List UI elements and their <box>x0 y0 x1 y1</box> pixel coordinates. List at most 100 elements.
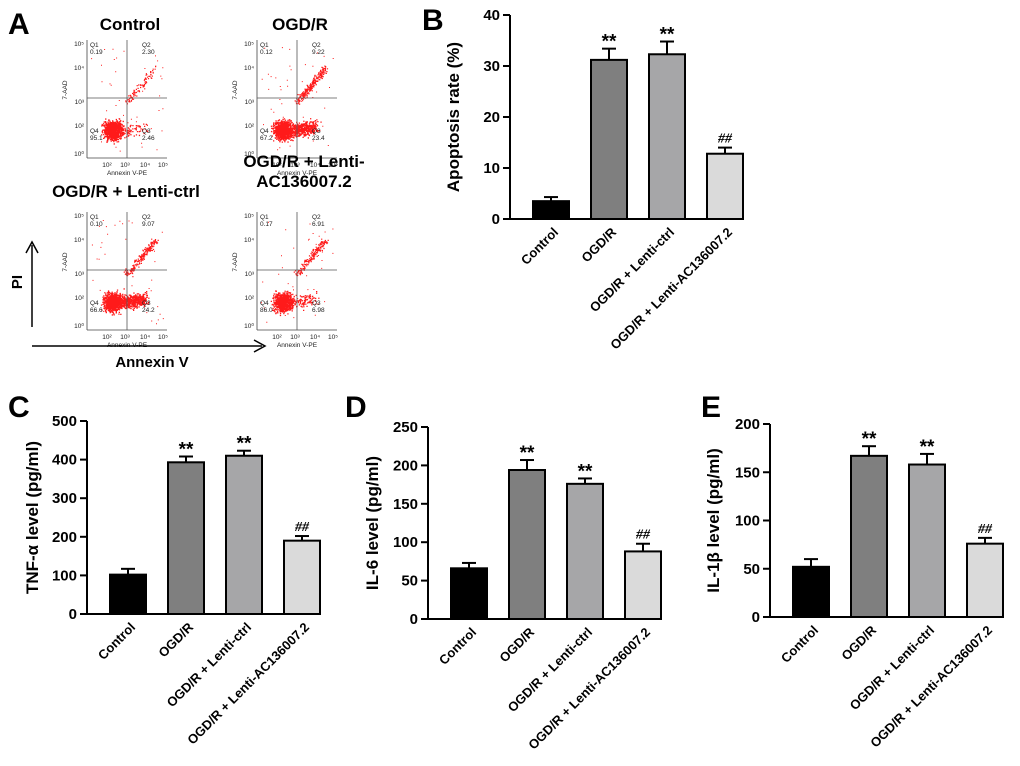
bar <box>966 542 1004 618</box>
flow-plot-title: AC136007.2 <box>256 172 351 191</box>
flow-q1-label: Q1 <box>90 42 99 49</box>
flow-y-tick: 10² <box>245 123 255 130</box>
flow-x-tick: 10² <box>102 162 112 169</box>
bar <box>706 152 744 220</box>
bar <box>624 550 662 621</box>
y-tick-label: 50 <box>401 573 418 590</box>
flow-events <box>261 221 334 323</box>
flow-q3-label: Q3 <box>312 300 321 307</box>
flow-q3-value: 6.98 <box>312 307 325 314</box>
flow-x-tick: 10³ <box>120 162 130 169</box>
flow-x-tick: 10⁴ <box>310 162 320 169</box>
flow-q1-value: 0.17 <box>260 221 273 228</box>
bar <box>450 567 488 621</box>
y-tick-label: 250 <box>393 419 418 436</box>
significance-label: ** <box>578 461 593 482</box>
flow-x-tick: 10³ <box>290 334 300 341</box>
bar <box>109 573 147 615</box>
category-label: Control <box>436 625 479 668</box>
flow-x-tick: 10⁵ <box>328 334 338 341</box>
flow-plot: OGD/R + Lenti-AC136007.2 10⁰ 10² 10³ 10⁴ 10⁵ 1… <box>232 152 365 349</box>
flow-q2-value: 9.22 <box>312 49 325 56</box>
panel-label-c: C <box>8 391 30 424</box>
flow-x-tick: 10² <box>102 334 112 341</box>
panel-label-e: E <box>701 391 721 424</box>
flow-q1-label: Q1 <box>90 214 99 221</box>
flow-q4-label: Q4 <box>260 300 269 307</box>
bar <box>508 469 546 620</box>
category-label: OGD/R + Lenti-AC136007.2 <box>184 620 312 748</box>
flow-y-tick: 10⁴ <box>74 65 84 72</box>
flow-x-channel: Annexin V-PE <box>277 342 318 349</box>
flow-plot-title: Control <box>100 15 160 34</box>
flow-y-tick: 10² <box>245 295 255 302</box>
significance-label: ## <box>717 132 733 147</box>
flow-q4-value: 66.6 <box>90 307 103 314</box>
flow-y-tick: 10³ <box>245 271 255 278</box>
annexin-arrow-head <box>253 339 267 353</box>
panel-label-d: D <box>345 391 367 424</box>
y-axis-label: IL-6 level (pg/ml) <box>363 456 382 590</box>
flow-x-tick: 10⁵ <box>328 162 338 169</box>
bar-chart-c: C 0 100 200 300 400 500 TNF-α level (pg/ml) Cont… <box>8 391 321 748</box>
flow-events <box>261 47 334 151</box>
y-axis-label: Apoptosis rate (%) <box>444 42 463 192</box>
bar <box>566 482 604 620</box>
category-label: Control <box>95 620 138 663</box>
significance-label: ** <box>660 25 675 46</box>
flow-y-tick: 10² <box>75 295 85 302</box>
significance-label: ** <box>862 429 877 450</box>
y-axis-label: IL-1β level (pg/ml) <box>704 448 723 593</box>
flow-y-tick: 10⁵ <box>244 213 254 220</box>
flow-q2-label: Q2 <box>312 42 321 49</box>
category-label: Control <box>778 623 821 666</box>
flow-q4-label: Q4 <box>260 128 269 135</box>
pi-arrow-head <box>25 240 39 254</box>
bar <box>648 53 686 220</box>
bar-chart-d: D 0 50 100 150 200 250 IL-6 level (pg/ml) Contro… <box>345 391 662 753</box>
flow-y-tick: 10⁰ <box>244 322 254 330</box>
flow-y-tick: 10⁰ <box>74 322 84 330</box>
flow-q3-label: Q3 <box>142 128 151 135</box>
flow-q1-label: Q1 <box>260 214 269 221</box>
bar <box>850 454 888 618</box>
significance-label: ** <box>602 32 617 53</box>
pi-axis-label: PI <box>9 275 26 289</box>
flow-y-tick: 10³ <box>245 99 255 106</box>
y-tick-label: 150 <box>393 496 418 513</box>
flow-x-channel: Annexin V-PE <box>277 170 318 177</box>
flow-plot: OGD/R 10⁰ 10² 10³ 10⁴ 10⁵ 10² 10³ 10⁴ 10⁵ Annexin … <box>232 15 338 177</box>
flow-q4-value: 86.0 <box>260 307 273 314</box>
y-tick-label: 0 <box>492 211 500 228</box>
flow-plot-title: OGD/R + Lenti-ctrl <box>52 182 200 201</box>
y-tick-label: 300 <box>52 490 77 507</box>
y-tick-label: 30 <box>483 58 500 75</box>
flow-y-tick: 10⁵ <box>74 41 84 48</box>
flow-y-tick: 10⁵ <box>244 41 254 48</box>
flow-x-channel: Annexin V-PE <box>107 170 148 177</box>
category-label: OGD/R + Lenti-AC136007.2 <box>607 225 735 353</box>
category-label: OGD/R + Lenti-AC136007.2 <box>525 625 653 753</box>
flow-q3-value: 24.2 <box>142 307 155 314</box>
significance-label: ## <box>635 528 651 543</box>
flow-cytometry-panel: A Control 10⁰ 10² 10³ 10⁴ 10⁵ 10² 10³ 10⁴ 10⁵ Annex… <box>8 8 365 371</box>
significance-label: ## <box>977 522 993 537</box>
category-label: OGD/R <box>838 622 879 663</box>
significance-label: ** <box>179 440 194 461</box>
bar-chart-e: E 0 50 100 150 200 IL-1β level (pg/ml) Control *… <box>701 391 1004 750</box>
flow-y-channel: 7-AAD <box>62 252 69 271</box>
annexin-axis-label: Annexin V <box>115 354 188 371</box>
flow-y-channel: 7-AAD <box>232 80 239 99</box>
y-tick-label: 150 <box>735 464 760 481</box>
flow-plot-title: OGD/R <box>272 15 328 34</box>
flow-x-tick: 10⁴ <box>310 334 320 341</box>
bar <box>167 461 205 615</box>
flow-plot-title: OGD/R + Lenti- <box>243 152 364 171</box>
flow-q4-value: 67.2 <box>260 135 273 142</box>
bar <box>532 200 570 220</box>
flow-q4-value: 95.1 <box>90 135 103 142</box>
flow-q1-label: Q1 <box>260 42 269 49</box>
significance-label: ## <box>294 520 310 535</box>
flow-q2-value: 2.30 <box>142 49 155 56</box>
